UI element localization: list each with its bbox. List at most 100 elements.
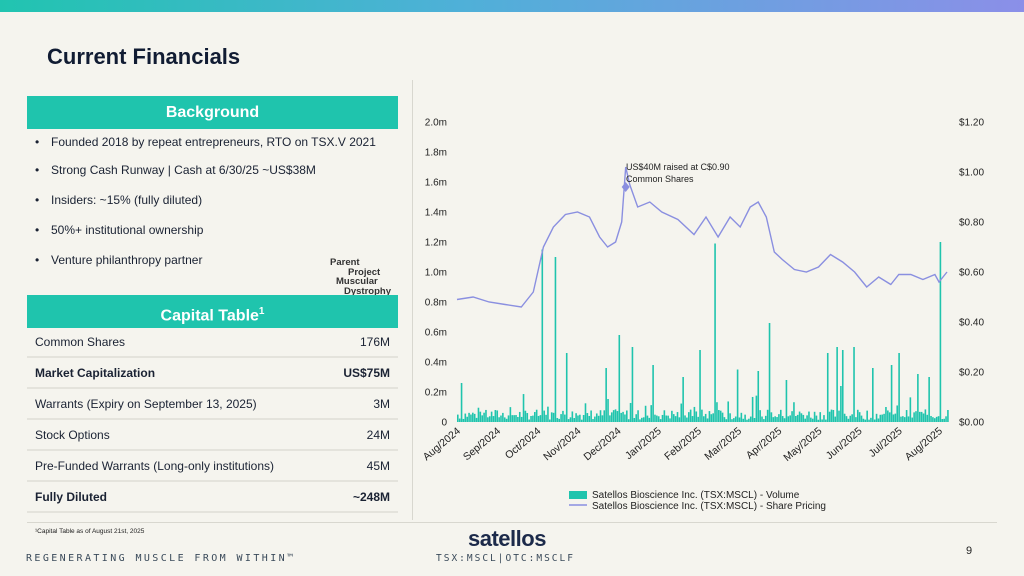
volume-bar [834, 416, 837, 422]
legend-volume-swatch [569, 491, 587, 499]
volume-bar [663, 410, 666, 422]
volume-bar [881, 414, 883, 422]
row-label: Fully Diluted [27, 481, 325, 513]
page-number: 9 [966, 545, 973, 557]
table-row: Stock Options 24M [27, 419, 398, 451]
volume-bar [742, 418, 745, 422]
bullet-item: Venture philanthropy partner [27, 253, 397, 267]
volume-bar [778, 414, 780, 422]
volume-bar [930, 415, 932, 422]
volume-bar [706, 418, 709, 422]
volume-bar [667, 415, 669, 422]
volume-bar [838, 410, 840, 422]
volume-bar [738, 417, 741, 422]
volume-bar [734, 416, 737, 422]
volume-bar [918, 411, 921, 422]
volume-bar [458, 418, 461, 422]
volume-bar [920, 411, 923, 422]
volume-bar [648, 417, 651, 422]
volume-bar [922, 413, 925, 422]
volume-bar [937, 416, 940, 422]
volume-bar [772, 417, 775, 422]
volume-bar [485, 409, 487, 422]
volume-bar [804, 418, 806, 422]
volume-bar [635, 414, 637, 422]
volume-bar [811, 418, 814, 422]
volume-bar [911, 417, 914, 422]
volume-bar [597, 415, 600, 422]
volume-bar [828, 411, 831, 422]
volume-bar [932, 417, 934, 422]
volume-bar [496, 410, 499, 422]
volume-bar [843, 413, 846, 422]
y-left-tick-label: 0.8m [425, 298, 447, 309]
share-price-line [456, 166, 948, 308]
volume-bar [517, 416, 519, 422]
x-tick-label: Jan/2025 [623, 425, 664, 462]
volume-bar [933, 418, 936, 422]
volume-bar [558, 418, 560, 422]
y-left-tick-label: 0 [441, 418, 447, 429]
volume-bar [887, 410, 889, 422]
y-right-tick-label: $0.60 [959, 268, 984, 279]
volume-bar [473, 413, 476, 422]
volume-bar [759, 410, 761, 422]
volume-bar [813, 411, 816, 422]
volume-bar [783, 418, 786, 422]
background-bullet-list: Founded 2018 by repeat entrepreneurs, RT… [27, 135, 397, 267]
volume-bar [682, 377, 684, 422]
volume-bar [774, 416, 776, 422]
volume-bar [806, 415, 808, 422]
volume-bar [817, 419, 820, 422]
volume-bar [494, 410, 497, 422]
volume-bar [488, 416, 491, 422]
volume-bar [678, 417, 681, 422]
y-left-tick-label: 1.4m [425, 208, 447, 219]
volume-bar [661, 414, 664, 422]
volume-bar [862, 418, 865, 422]
x-tick-label: Apr/2025 [744, 425, 784, 462]
volume-bar [579, 414, 581, 422]
x-tick-label: Feb/2025 [662, 425, 704, 463]
volume-bar [761, 416, 763, 422]
volume-bar [543, 410, 545, 422]
volume-bar [718, 410, 720, 422]
volume-bar [808, 411, 810, 422]
volume-bar [787, 416, 790, 422]
volume-bar [913, 412, 915, 422]
volume-bar [819, 412, 822, 422]
volume-bar [800, 413, 803, 422]
volume-bar [492, 416, 495, 422]
table-row: Fully Diluted ~248M [27, 481, 398, 513]
volume-bar [864, 419, 867, 422]
row-label: Market Capitalization [27, 357, 325, 389]
volume-bar [721, 412, 724, 422]
volume-bar [616, 411, 619, 422]
volume-bar [795, 416, 797, 422]
volume-bar [556, 417, 559, 422]
volume-bar [641, 417, 643, 422]
volume-bar [680, 403, 683, 422]
volume-bar [580, 419, 583, 422]
volume-bar [603, 410, 606, 422]
volume-bar [631, 347, 634, 422]
volume-bar [669, 418, 671, 422]
volume-bar [672, 414, 675, 422]
row-value: 24M [324, 419, 398, 451]
volume-bar [462, 418, 465, 422]
volume-bar [853, 347, 855, 422]
volume-bar [776, 417, 778, 422]
volume-bar [947, 410, 949, 422]
volume-bar [858, 412, 861, 422]
volume-bar [941, 419, 944, 422]
volume-bar [868, 419, 870, 422]
volume-bar [883, 413, 885, 422]
volume-bar [502, 412, 504, 422]
volume-bar [500, 415, 502, 422]
volume-bar [755, 395, 758, 422]
volume-bar [879, 414, 882, 422]
volume-bar [851, 414, 853, 422]
row-value: US$75M [324, 357, 398, 389]
table-row: Common Shares 176M [27, 327, 398, 358]
volume-bar [674, 416, 677, 422]
